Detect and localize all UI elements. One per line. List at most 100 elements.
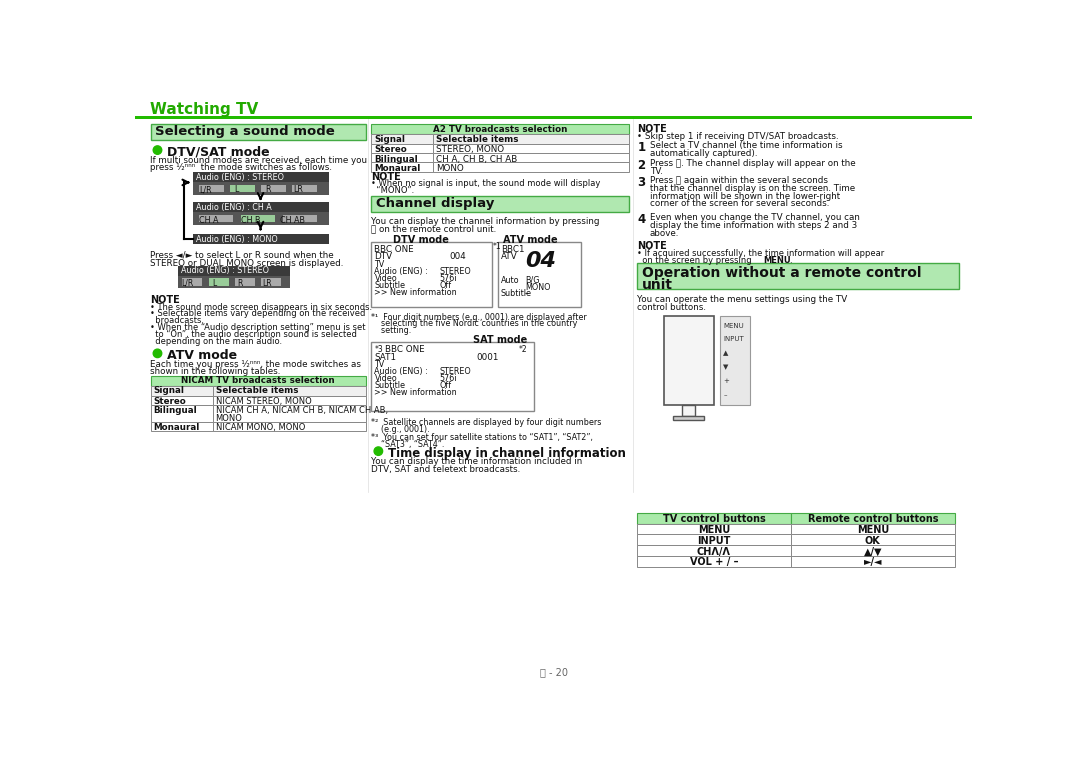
Text: Audio (ENG) :: Audio (ENG) : xyxy=(375,267,429,276)
Bar xyxy=(200,214,233,223)
Bar xyxy=(791,523,955,534)
Text: Selecting a sound mode: Selecting a sound mode xyxy=(156,125,335,138)
Text: STEREO: STEREO xyxy=(440,267,471,276)
Text: Audio (ENG) : MONO: Audio (ENG) : MONO xyxy=(197,235,278,244)
Text: –: – xyxy=(525,289,529,298)
Bar xyxy=(372,242,491,307)
Text: .: . xyxy=(789,256,792,265)
Text: CH B: CH B xyxy=(241,215,260,224)
Text: Signal: Signal xyxy=(375,135,405,143)
Bar xyxy=(241,214,275,223)
Text: ▲/▼: ▲/▼ xyxy=(864,546,882,557)
Text: 576i: 576i xyxy=(440,374,457,383)
Circle shape xyxy=(153,349,162,358)
Text: depending on the main audio.: depending on the main audio. xyxy=(150,337,283,346)
Text: >> New information: >> New information xyxy=(375,288,457,297)
Text: Stereo: Stereo xyxy=(375,146,407,154)
Circle shape xyxy=(374,447,382,456)
Bar xyxy=(193,172,328,182)
Text: You can display the time information included in: You can display the time information inc… xyxy=(372,457,582,466)
Text: Off: Off xyxy=(440,281,451,290)
Bar xyxy=(637,513,791,523)
Text: STEREO: STEREO xyxy=(440,367,471,376)
Text: Press ⓘ. The channel display will appear on the: Press ⓘ. The channel display will appear… xyxy=(649,159,855,169)
Bar xyxy=(261,278,282,285)
Bar xyxy=(683,405,694,416)
Text: information will be shown in the lower-right: information will be shown in the lower-r… xyxy=(649,192,840,201)
Bar xyxy=(150,124,366,140)
Text: LR: LR xyxy=(294,185,303,195)
Text: Monaural: Monaural xyxy=(375,164,421,173)
Text: L: L xyxy=(234,185,239,195)
Text: ►/◄: ►/◄ xyxy=(864,558,882,568)
Text: that the channel display is on the screen. Time: that the channel display is on the scree… xyxy=(649,184,854,193)
Text: *³  You can set four satellite stations to “SAT1”, “SAT2”,: *³ You can set four satellite stations t… xyxy=(372,433,593,442)
Text: +: + xyxy=(724,378,729,384)
Text: NICAM STEREO, MONO: NICAM STEREO, MONO xyxy=(216,398,311,406)
Bar xyxy=(293,185,318,192)
Text: “MONO”.: “MONO”. xyxy=(372,186,415,195)
Bar xyxy=(433,134,629,144)
Bar xyxy=(177,275,291,288)
Bar xyxy=(637,545,791,556)
Text: Bilingual: Bilingual xyxy=(153,407,198,416)
Text: MONO: MONO xyxy=(216,414,243,423)
Text: on the screen by pressing: on the screen by pressing xyxy=(637,256,755,265)
Text: You can operate the menu settings using the TV: You can operate the menu settings using … xyxy=(637,295,848,304)
Text: TV: TV xyxy=(375,260,384,269)
Text: • When the “Audio description setting” menu is set: • When the “Audio description setting” m… xyxy=(150,324,366,333)
Text: Audio (ENG) :: Audio (ENG) : xyxy=(375,367,429,376)
Text: 004: 004 xyxy=(449,253,465,262)
Bar xyxy=(637,534,791,545)
Text: LR: LR xyxy=(262,278,271,288)
Text: MENU: MENU xyxy=(762,256,791,265)
Text: • If acquired successfully, the time information will appear: • If acquired successfully, the time inf… xyxy=(637,249,885,258)
Text: Selectable items: Selectable items xyxy=(436,135,519,143)
Bar xyxy=(193,202,328,212)
Text: L: L xyxy=(212,278,216,288)
Text: You can display the channel information by pressing: You can display the channel information … xyxy=(372,217,599,226)
Text: • When no signal is input, the sound mode will display: • When no signal is input, the sound mod… xyxy=(372,179,600,188)
Bar xyxy=(150,375,366,386)
Text: Even when you change the TV channel, you can: Even when you change the TV channel, you… xyxy=(649,213,860,222)
Text: ATV: ATV xyxy=(501,253,517,262)
Text: R: R xyxy=(238,278,243,288)
Text: OK: OK xyxy=(865,536,880,546)
Text: Time display in channel information: Time display in channel information xyxy=(388,446,625,459)
Text: Audio (ENG) : STEREO: Audio (ENG) : STEREO xyxy=(197,173,284,182)
Text: MENU: MENU xyxy=(698,525,730,535)
Text: DTV: DTV xyxy=(375,253,393,262)
Text: SAT1: SAT1 xyxy=(375,353,396,362)
Text: • The sound mode screen disappears in six seconds.: • The sound mode screen disappears in si… xyxy=(150,303,373,311)
Text: VOL + / –: VOL + / – xyxy=(690,558,738,568)
Text: to “On”, the audio description sound is selected: to “On”, the audio description sound is … xyxy=(150,330,357,340)
Text: Stereo: Stereo xyxy=(153,398,187,406)
Bar xyxy=(213,386,366,396)
Text: R: R xyxy=(265,185,270,195)
Bar xyxy=(135,116,972,119)
Bar xyxy=(208,278,229,285)
Text: Select a TV channel (the time information is: Select a TV channel (the time informatio… xyxy=(649,141,842,150)
Bar xyxy=(673,416,704,420)
Text: 2: 2 xyxy=(637,159,646,172)
Text: A2 TV broadcasts selection: A2 TV broadcasts selection xyxy=(433,124,567,134)
Text: Operation without a remote control: Operation without a remote control xyxy=(642,266,921,279)
Text: Press ⓘ again within the several seconds: Press ⓘ again within the several seconds xyxy=(649,176,827,185)
Text: L/R: L/R xyxy=(199,185,212,195)
Text: selecting the five Nordic countries in the country: selecting the five Nordic countries in t… xyxy=(372,320,578,329)
Text: ⓘ on the remote control unit.: ⓘ on the remote control unit. xyxy=(372,225,497,233)
Text: Video: Video xyxy=(375,374,397,383)
Text: *¹  Four digit numbers (e.g., 0001) are displayed after: *¹ Four digit numbers (e.g., 0001) are d… xyxy=(372,313,588,321)
Bar xyxy=(791,556,955,567)
Text: Off: Off xyxy=(440,381,451,390)
Text: BBC1: BBC1 xyxy=(501,245,524,254)
Text: CH A: CH A xyxy=(199,215,218,224)
Text: NICAM TV broadcasts selection: NICAM TV broadcasts selection xyxy=(181,376,335,385)
Bar xyxy=(637,263,959,289)
Text: NOTE: NOTE xyxy=(372,172,401,182)
Text: 04: 04 xyxy=(525,251,556,271)
Text: corner of the screen for several seconds.: corner of the screen for several seconds… xyxy=(649,199,829,208)
Bar xyxy=(433,163,629,172)
Text: automatically captured).: automatically captured). xyxy=(649,149,757,157)
Text: Subtitle: Subtitle xyxy=(501,289,531,298)
